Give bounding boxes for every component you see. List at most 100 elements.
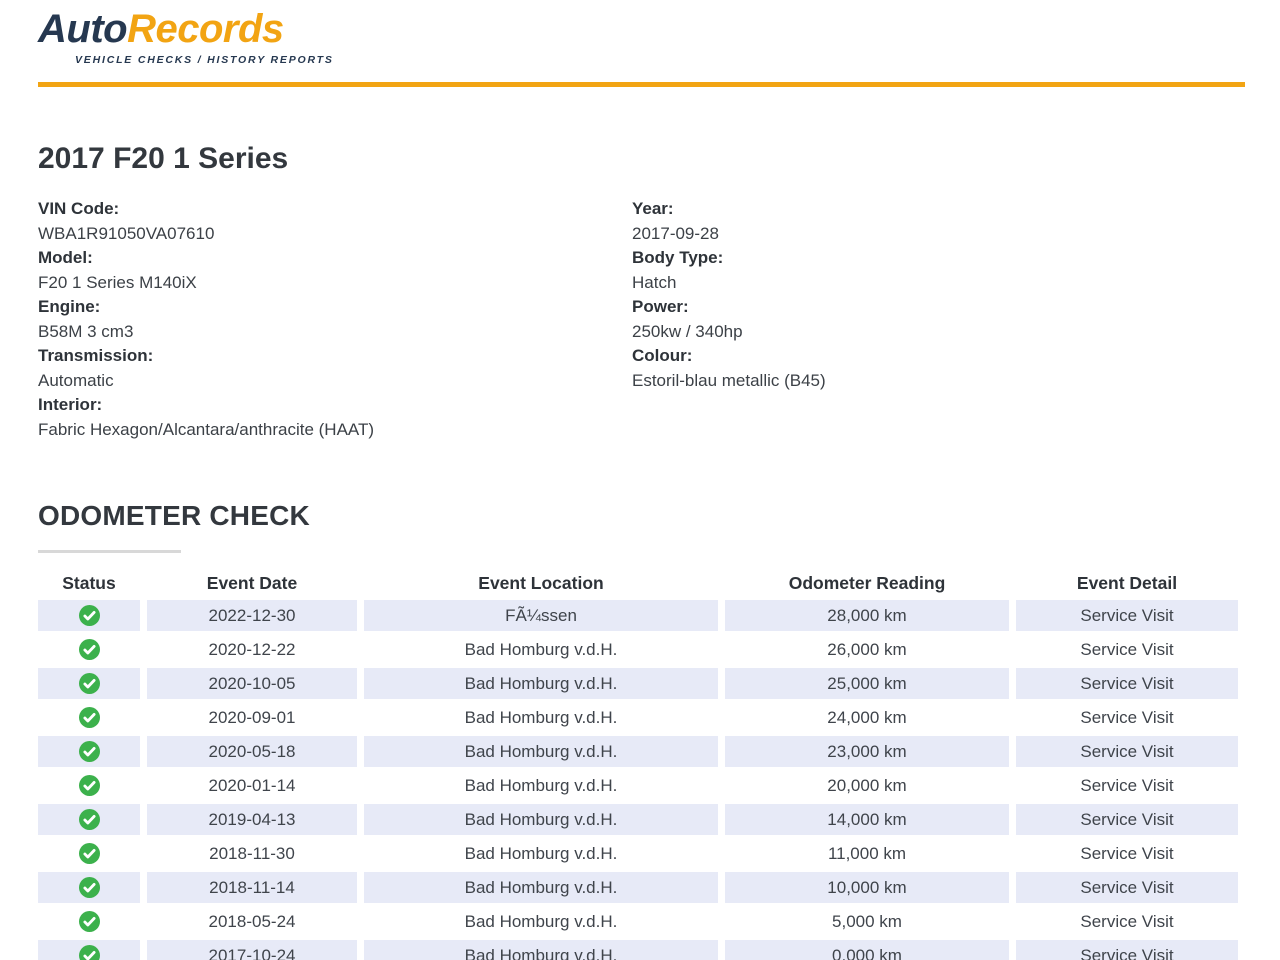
header-divider	[38, 82, 1245, 87]
cell-event-detail: Service Visit	[1080, 775, 1174, 795]
cell-event-date: 2020-12-22	[208, 639, 296, 659]
detail-value: Fabric Hexagon/Alcantara/anthracite (HAA…	[38, 419, 375, 439]
cell-status	[38, 736, 140, 767]
cell-event-location: Bad Homburg v.d.H.	[464, 843, 618, 863]
cell-event-location: Bad Homburg v.d.H.	[364, 872, 718, 903]
cell-status	[38, 872, 140, 903]
cell-event-date: 2020-05-18	[147, 736, 357, 767]
cell-event-location: Bad Homburg v.d.H.	[464, 639, 618, 659]
column-header-event-date: Event Date	[206, 573, 298, 593]
check-circle-icon	[78, 741, 100, 762]
cell-odometer-reading: 10,000 km	[725, 872, 1009, 903]
detail-label: Engine:	[38, 297, 101, 316]
check-circle-icon	[78, 605, 100, 626]
vehicle-details-left: VIN Code: WBA1R91050VA07610 Model: F20 1…	[38, 197, 632, 442]
table-row: 2020-05-18 Bad Homburg v.d.H. 23,000 km …	[38, 736, 1238, 767]
cell-event-detail: Service Visit	[1080, 639, 1174, 659]
check-circle-icon	[78, 877, 100, 898]
cell-event-location: Bad Homburg v.d.H.	[464, 775, 618, 795]
table-row: 2018-11-14 Bad Homburg v.d.H. 10,000 km …	[38, 872, 1238, 903]
cell-status	[38, 940, 140, 960]
cell-event-detail: Service Visit	[1080, 843, 1174, 863]
check-circle-icon	[78, 843, 100, 864]
column-header-event-location: Event Location	[478, 573, 604, 593]
detail-value: 250kw / 340hp	[632, 321, 743, 341]
table-row: 2019-04-13 Bad Homburg v.d.H. 14,000 km …	[38, 804, 1238, 835]
detail-item: Colour: Estoril-blau metallic (B45)	[632, 344, 1245, 393]
detail-value: F20 1 Series M140iX	[38, 272, 197, 292]
cell-event-detail: Service Visit	[1016, 668, 1238, 699]
check-circle-icon	[78, 673, 100, 694]
cell-event-date: 2018-11-30	[209, 843, 295, 863]
check-circle-icon	[78, 945, 100, 960]
cell-odometer-reading: 26,000 km	[827, 639, 907, 659]
cell-status	[38, 804, 140, 835]
cell-event-detail: Service Visit	[1016, 872, 1238, 903]
cell-odometer-reading: 11,000 km	[827, 843, 907, 863]
cell-event-location: Bad Homburg v.d.H.	[364, 940, 718, 960]
cell-event-date: 2018-05-24	[208, 911, 296, 931]
detail-label: Transmission:	[38, 346, 154, 365]
check-circle-icon	[78, 707, 100, 728]
cell-status	[38, 668, 140, 699]
cell-event-location: Bad Homburg v.d.H.	[364, 668, 718, 699]
cell-odometer-reading: 20,000 km	[827, 775, 907, 795]
cell-status	[38, 634, 140, 665]
detail-item: VIN Code: WBA1R91050VA07610	[38, 197, 632, 246]
cell-event-location: Bad Homburg v.d.H.	[364, 736, 718, 767]
cell-odometer-reading: 14,000 km	[725, 804, 1009, 835]
cell-odometer-reading: 24,000 km	[827, 707, 907, 727]
cell-event-detail: Service Visit	[1080, 707, 1174, 727]
cell-event-location: Bad Homburg v.d.H.	[364, 804, 718, 835]
cell-event-date: 2020-10-05	[147, 668, 357, 699]
cell-event-date: 2020-09-01	[208, 707, 296, 727]
cell-event-detail: Service Visit	[1016, 804, 1238, 835]
logo-text-records: Records	[127, 7, 284, 51]
column-header-event-detail: Event Detail	[1076, 573, 1178, 593]
detail-item: Model: F20 1 Series M140iX	[38, 246, 632, 295]
detail-item: Body Type: Hatch	[632, 246, 1245, 295]
table-row: 2020-01-14 Bad Homburg v.d.H. 20,000 km …	[38, 770, 1238, 801]
cell-event-detail: Service Visit	[1080, 911, 1174, 931]
check-circle-icon	[78, 911, 100, 932]
cell-event-location: Bad Homburg v.d.H.	[464, 911, 618, 931]
cell-event-detail: Service Visit	[1016, 600, 1238, 631]
detail-label: Year:	[632, 199, 674, 218]
cell-odometer-reading: 25,000 km	[725, 668, 1009, 699]
column-header-odometer-reading: Odometer Reading	[788, 573, 946, 593]
cell-odometer-reading: 5,000 km	[832, 911, 902, 931]
cell-event-date: 2017-10-24	[147, 940, 357, 960]
cell-event-location: Bad Homburg v.d.H.	[464, 707, 618, 727]
detail-label: Colour:	[632, 346, 693, 365]
detail-label: Body Type:	[632, 248, 724, 267]
cell-status	[38, 702, 140, 733]
detail-value: Hatch	[632, 272, 677, 292]
section-divider	[38, 550, 181, 553]
brand-header: AutoRecords VEHICLE CHECKS / HISTORY REP…	[38, 6, 1245, 66]
cell-event-detail: Service Visit	[1016, 940, 1238, 960]
detail-item: Engine: B58M 3 cm3	[38, 295, 632, 344]
check-circle-icon	[78, 809, 100, 830]
detail-item: Year: 2017-09-28	[632, 197, 1245, 246]
table-row: 2020-10-05 Bad Homburg v.d.H. 25,000 km …	[38, 668, 1238, 699]
cell-event-date: 2018-11-14	[147, 872, 357, 903]
cell-status	[38, 600, 140, 631]
detail-item: Interior: Fabric Hexagon/Alcantara/anthr…	[38, 393, 632, 442]
vehicle-details: VIN Code: WBA1R91050VA07610 Model: F20 1…	[38, 197, 1245, 442]
cell-odometer-reading: 23,000 km	[725, 736, 1009, 767]
check-circle-icon	[78, 775, 100, 796]
table-row: 2020-09-01 Bad Homburg v.d.H. 24,000 km …	[38, 702, 1238, 733]
cell-event-date: 2020-01-14	[208, 775, 296, 795]
brand-tagline: VEHICLE CHECKS / HISTORY REPORTS	[75, 54, 334, 66]
cell-status	[38, 906, 140, 937]
cell-event-date: 2019-04-13	[147, 804, 357, 835]
table-header-row: Status Event Date Event Location Odomete…	[38, 571, 1238, 597]
cell-event-detail: Service Visit	[1016, 736, 1238, 767]
table-row: 2020-12-22 Bad Homburg v.d.H. 26,000 km …	[38, 634, 1238, 665]
detail-item: Power: 250kw / 340hp	[632, 295, 1245, 344]
detail-value: Automatic	[38, 370, 114, 390]
detail-value: Estoril-blau metallic (B45)	[632, 370, 826, 390]
check-circle-icon	[78, 639, 100, 660]
vehicle-details-right: Year: 2017-09-28 Body Type: Hatch Power:…	[632, 197, 1245, 442]
